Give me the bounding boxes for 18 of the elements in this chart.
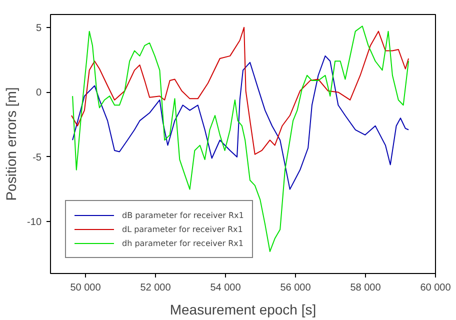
x-tick-label: 60 000 bbox=[420, 282, 452, 294]
legend-label: dL parameter for receiver Rx1 bbox=[122, 224, 243, 235]
y-tick-label: 0 bbox=[36, 88, 42, 99]
x-tick-label: 58 000 bbox=[350, 282, 382, 294]
y-tick-label: -5 bbox=[32, 152, 42, 164]
x-tick-label: 50 000 bbox=[70, 282, 102, 294]
y-axis-title: Position errors [m] bbox=[3, 87, 20, 201]
x-tick-label: 52 000 bbox=[140, 282, 172, 294]
line-series bbox=[72, 55, 410, 190]
legend-label: dh parameter for receiver Rx1 bbox=[122, 238, 244, 249]
line-series bbox=[71, 26, 410, 155]
x-axis-title: Measurement epoch [s] bbox=[170, 302, 316, 318]
y-tick-label: 5 bbox=[36, 22, 42, 34]
y-tick-label: -10 bbox=[27, 217, 42, 228]
x-tick-label: 54 000 bbox=[210, 282, 242, 294]
x-tick-label: 56 000 bbox=[280, 282, 312, 294]
line-series bbox=[72, 26, 410, 252]
legend-label: dB parameter for receiver Rx1 bbox=[122, 210, 244, 221]
